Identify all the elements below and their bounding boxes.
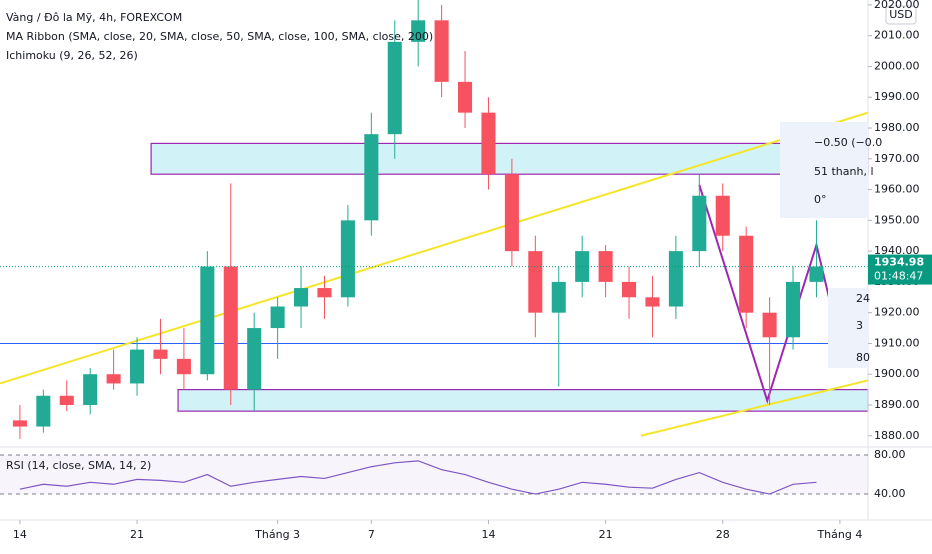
- y-tick-label: 2000.00: [874, 59, 920, 72]
- y-tick-label: 1970.00: [874, 152, 920, 165]
- x-tick-label: 14: [13, 528, 27, 541]
- candle-body: [247, 328, 262, 390]
- x-tick-label: Tháng 3: [254, 528, 300, 541]
- trend-line: [640, 379, 869, 437]
- y-tick-label: 2020.00: [874, 0, 920, 11]
- candle-body: [317, 288, 332, 298]
- candle-body: [504, 174, 519, 252]
- y-tick-label: 1940.00: [874, 244, 920, 257]
- y-tick-label: 1890.00: [874, 398, 920, 411]
- zone: [150, 142, 869, 175]
- candle-body: [176, 358, 191, 375]
- last-price-badge: [868, 254, 932, 285]
- symbol: Vàng / Đô la Mỹ, 4h, FOREXCOM: [6, 11, 182, 24]
- candle-body: [340, 220, 355, 298]
- y-tick-label: 1950.00: [874, 213, 920, 226]
- rsi-tick-label: 40.00: [874, 487, 906, 500]
- candle-body: [598, 251, 613, 282]
- candle-body: [551, 281, 566, 313]
- candle-body: [692, 195, 707, 252]
- x-tick-label: 28: [716, 528, 730, 541]
- y-tick-label: 1960.00: [874, 183, 920, 196]
- measure-text: −0.50 (−0.0: [814, 136, 882, 149]
- candle-body: [622, 281, 637, 298]
- rsi-line: [19, 460, 817, 495]
- countdown: 01:48:47: [874, 270, 923, 283]
- candle-body: [130, 349, 145, 384]
- candle-body: [786, 281, 801, 338]
- indicator: MA Ribbon (SMA, close, 20, SMA, close, 5…: [6, 30, 433, 43]
- candle-body: [458, 81, 473, 113]
- candle-body: [645, 297, 660, 307]
- rsi-tick-label: 80.00: [874, 448, 906, 461]
- candle-body: [528, 251, 543, 313]
- candle-body: [668, 251, 683, 307]
- trend-line: [0, 111, 869, 385]
- y-tick-label: 1900.00: [874, 367, 920, 380]
- x-tick-label: Tháng 4: [816, 528, 862, 541]
- rsi-title: RSI (14, close, SMA, 14, 2): [6, 459, 151, 472]
- candle-body: [715, 195, 730, 236]
- y-tick-label: 1990.00: [874, 90, 920, 103]
- candle-body: [434, 20, 449, 82]
- candle-body: [200, 266, 215, 375]
- candle-body: [762, 312, 777, 338]
- candle-body: [83, 374, 98, 405]
- x-tick-label: 7: [368, 528, 375, 541]
- measure-panel: [780, 122, 868, 218]
- candle-body: [364, 134, 379, 221]
- candle-body: [411, 20, 426, 42]
- candle-body: [36, 395, 51, 427]
- x-tick-label: 21: [130, 528, 144, 541]
- y-tick-label: 2010.00: [874, 29, 920, 42]
- candle-body: [809, 266, 824, 282]
- measure-text: 51 thanh, l: [814, 165, 874, 178]
- y-tick-label: 1920.00: [874, 306, 920, 319]
- y-tick-label: 1880.00: [874, 429, 920, 442]
- candle-body: [387, 41, 402, 135]
- candle-body: [12, 420, 27, 427]
- candle-body: [270, 306, 285, 329]
- plot: [0, 0, 869, 439]
- rsi-band: [0, 455, 868, 495]
- currency: USD: [889, 8, 913, 21]
- indicator: Ichimoku (9, 26, 52, 26): [6, 49, 138, 62]
- candle-body: [59, 395, 74, 405]
- y-tick-label: 1980.00: [874, 121, 920, 134]
- candle-body: [294, 288, 309, 307]
- measure-text: 24: [856, 292, 870, 305]
- x-tick-label: 21: [599, 528, 613, 541]
- y-tick-label: 1910.00: [874, 336, 920, 349]
- candle-body: [223, 266, 238, 390]
- currency-badge[interactable]: [885, 5, 917, 25]
- measure-text: 0°: [814, 193, 827, 206]
- measure-text: 3: [856, 319, 863, 332]
- candle-body: [739, 235, 754, 313]
- x-tick-label: 14: [481, 528, 495, 541]
- last-price: 1934.98: [874, 256, 924, 269]
- measure-panel: [828, 288, 868, 368]
- candle-body: [481, 112, 496, 175]
- candle-body: [106, 374, 121, 384]
- measure-text: 80: [856, 351, 870, 364]
- candle-body: [153, 349, 168, 359]
